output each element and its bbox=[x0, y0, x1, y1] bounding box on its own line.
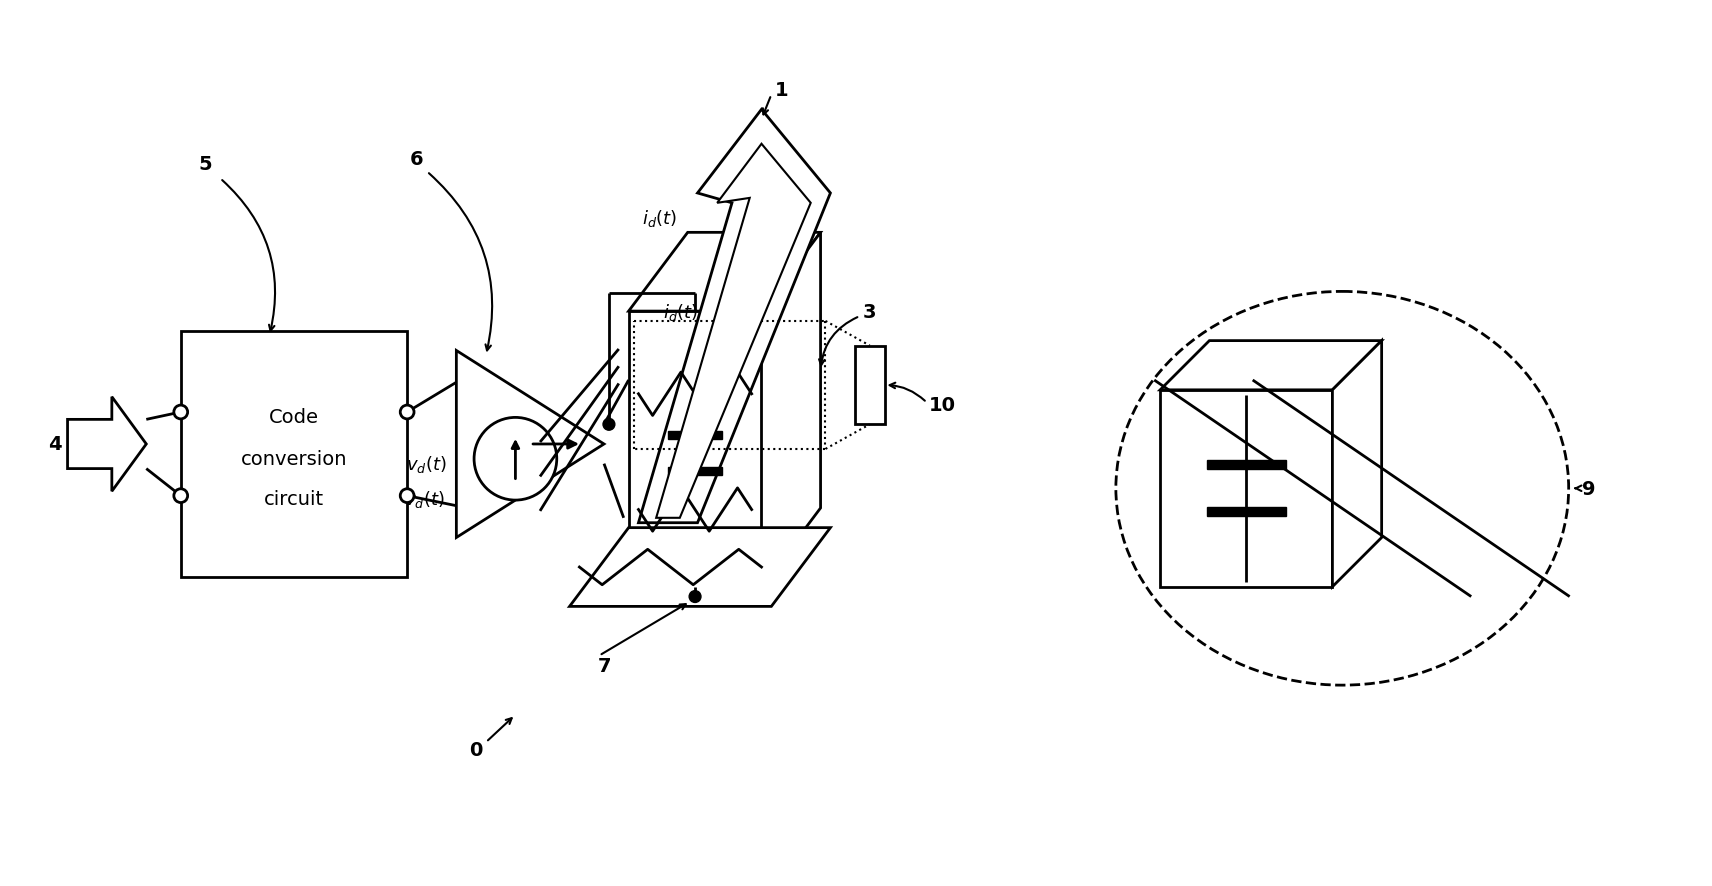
Circle shape bbox=[175, 406, 188, 419]
Polygon shape bbox=[639, 110, 830, 523]
Polygon shape bbox=[628, 233, 820, 312]
Text: 6: 6 bbox=[411, 150, 425, 169]
Text: 5: 5 bbox=[199, 155, 212, 174]
Polygon shape bbox=[762, 233, 820, 587]
Text: 9: 9 bbox=[1582, 479, 1596, 498]
Bar bbox=[181, 331, 407, 577]
Text: 0: 0 bbox=[469, 740, 483, 758]
Text: $v_d(t)$: $v_d(t)$ bbox=[404, 488, 445, 509]
Polygon shape bbox=[656, 144, 811, 518]
Text: conversion: conversion bbox=[241, 450, 348, 469]
Circle shape bbox=[401, 406, 414, 419]
Text: $v_d(t)$: $v_d(t)$ bbox=[406, 454, 447, 475]
Polygon shape bbox=[1161, 341, 1382, 391]
Polygon shape bbox=[457, 351, 604, 538]
Bar bbox=[628, 312, 762, 587]
Bar bbox=[1207, 461, 1286, 470]
Text: $i_d(t)$: $i_d(t)$ bbox=[642, 208, 676, 229]
Text: circuit: circuit bbox=[264, 489, 324, 508]
Polygon shape bbox=[570, 528, 830, 607]
Circle shape bbox=[474, 418, 556, 501]
Text: Code: Code bbox=[269, 408, 318, 427]
Circle shape bbox=[401, 489, 414, 503]
Text: 10: 10 bbox=[930, 396, 955, 415]
Text: 4: 4 bbox=[48, 435, 62, 454]
Text: 3: 3 bbox=[863, 302, 877, 322]
Text: 1: 1 bbox=[774, 81, 788, 100]
Polygon shape bbox=[1332, 341, 1382, 587]
Bar bbox=[668, 468, 722, 476]
Text: $i_d(t)$: $i_d(t)$ bbox=[663, 301, 698, 323]
Bar bbox=[854, 346, 885, 424]
Text: 7: 7 bbox=[597, 657, 611, 675]
Bar bbox=[668, 431, 722, 439]
Circle shape bbox=[175, 489, 188, 503]
Bar bbox=[1161, 391, 1332, 587]
Bar bbox=[1207, 508, 1286, 517]
Circle shape bbox=[690, 591, 700, 602]
Circle shape bbox=[603, 419, 615, 431]
